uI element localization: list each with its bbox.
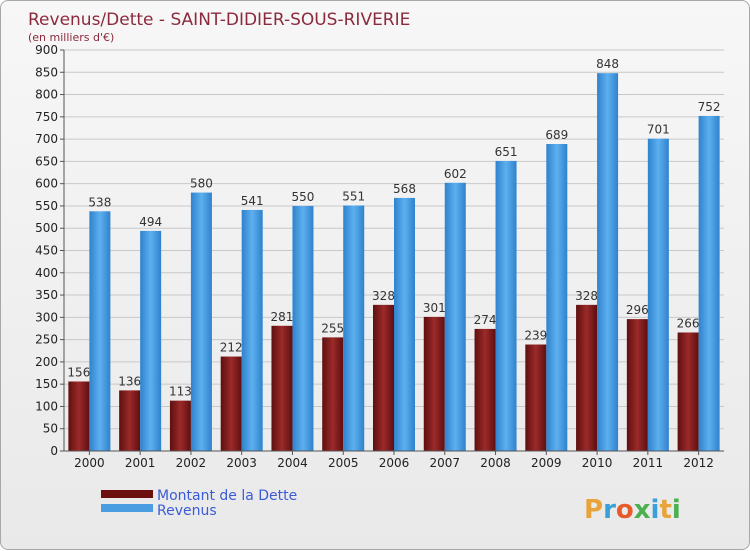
x-tick-label: 2002 xyxy=(176,456,207,470)
y-tick-label: 200 xyxy=(35,355,58,369)
legend: Montant de la Dette Revenus xyxy=(101,488,297,519)
x-tick-label: 2001 xyxy=(125,456,156,470)
bar-revenus xyxy=(546,144,568,452)
data-label-debt: 274 xyxy=(474,313,497,327)
bar-revenus xyxy=(292,205,314,451)
bar-revenus xyxy=(698,115,720,451)
y-tick-label: 600 xyxy=(35,177,58,191)
data-label-revenus: 602 xyxy=(444,167,467,181)
data-label-revenus: 550 xyxy=(292,190,315,204)
data-label-revenus: 494 xyxy=(139,215,162,229)
y-tick-label: 850 xyxy=(35,65,58,79)
bar-revenus xyxy=(190,192,212,452)
bar-debt xyxy=(220,356,242,451)
x-tick-label: 2007 xyxy=(429,456,460,470)
data-label-revenus: 551 xyxy=(342,189,365,203)
data-label-revenus: 848 xyxy=(596,57,619,71)
x-tick-label: 2006 xyxy=(379,456,410,470)
bar-debt xyxy=(322,337,344,451)
bar-revenus xyxy=(343,205,365,451)
x-tick-label: 2008 xyxy=(480,456,511,470)
y-axis: 0 50 100 150 200 250 300 350 400 450 500 550 600 650 7… xyxy=(35,43,64,458)
bar-revenus xyxy=(241,209,263,451)
data-label-debt: 301 xyxy=(423,301,446,315)
bar-revenus xyxy=(495,160,517,451)
bar-debt xyxy=(68,381,90,451)
legend-swatch-revenus xyxy=(101,504,153,512)
y-tick-label: 300 xyxy=(35,310,58,324)
data-label-debt: 136 xyxy=(118,374,141,388)
bar-debt xyxy=(525,344,547,451)
bar-debt xyxy=(677,332,699,451)
data-label-debt: 156 xyxy=(67,365,90,379)
x-tick-label: 2000 xyxy=(74,456,105,470)
chart-subtitle: (en milliers d'€) xyxy=(28,31,114,44)
data-label-debt: 255 xyxy=(321,321,344,335)
x-tick-label: 2004 xyxy=(277,456,308,470)
data-label-revenus: 752 xyxy=(698,100,721,114)
bar-debt xyxy=(474,328,496,451)
y-tick-label: 900 xyxy=(35,43,58,57)
bar-debt xyxy=(576,304,598,451)
data-label-debt: 212 xyxy=(220,341,243,355)
bar-revenus xyxy=(444,182,466,451)
bar-debt xyxy=(119,390,141,451)
bar-debt xyxy=(271,325,293,451)
data-label-revenus: 568 xyxy=(393,182,416,196)
y-tick-label: 450 xyxy=(35,244,58,258)
data-label-debt: 266 xyxy=(677,316,700,330)
x-tick-label: 2003 xyxy=(226,456,257,470)
y-tick-label: 250 xyxy=(35,333,58,347)
y-tick-label: 750 xyxy=(35,110,58,124)
x-axis: 2000 2001 2002 2003 2004 2005 2006 2007 2008 2009… xyxy=(74,451,714,470)
bar-revenus xyxy=(394,197,415,451)
legend-label-revenus: Revenus xyxy=(157,503,217,519)
x-tick-label: 2010 xyxy=(582,456,613,470)
x-tick-label: 2009 xyxy=(531,456,562,470)
y-tick-label: 650 xyxy=(35,154,58,168)
data-label-debt: 328 xyxy=(372,289,395,303)
y-tick-label: 50 xyxy=(43,422,58,436)
bar-debt xyxy=(169,400,191,451)
y-tick-label: 150 xyxy=(35,377,58,391)
y-tick-label: 400 xyxy=(35,266,58,280)
y-tick-label: 800 xyxy=(35,88,58,102)
bar-revenus xyxy=(597,73,619,452)
bar-debt xyxy=(423,316,445,451)
bars: 156 538 136 494 113 580 212 541 281 550 255 551 328 5… xyxy=(67,57,721,452)
proxiti-logo: Proxiti xyxy=(584,495,681,525)
bar-revenus xyxy=(140,230,162,451)
y-tick-label: 550 xyxy=(35,199,58,213)
data-label-revenus: 689 xyxy=(545,128,568,142)
data-label-debt: 113 xyxy=(169,385,192,399)
y-tick-label: 0 xyxy=(50,444,58,458)
bar-debt xyxy=(626,319,648,451)
bar-revenus xyxy=(89,211,111,451)
data-label-debt: 328 xyxy=(575,289,598,303)
x-tick-label: 2011 xyxy=(633,456,664,470)
y-tick-label: 350 xyxy=(35,288,58,302)
data-label-revenus: 538 xyxy=(88,195,111,209)
y-tick-label: 500 xyxy=(35,221,58,235)
bar-revenus xyxy=(647,138,669,451)
data-label-revenus: 701 xyxy=(647,123,670,137)
x-tick-label: 2005 xyxy=(328,456,359,470)
data-label-debt: 239 xyxy=(524,329,547,343)
logo-text: Proxiti xyxy=(584,495,681,525)
data-label-debt: 296 xyxy=(626,303,649,317)
y-tick-label: 700 xyxy=(35,132,58,146)
data-label-revenus: 580 xyxy=(190,177,213,191)
data-label-debt: 281 xyxy=(271,310,294,324)
legend-label-debt: Montant de la Dette xyxy=(157,488,297,504)
data-label-revenus: 651 xyxy=(495,145,518,159)
chart-title: Revenus/Dette - SAINT-DIDIER-SOUS-RIVERI… xyxy=(28,10,410,30)
y-tick-label: 100 xyxy=(35,399,58,413)
bar-debt xyxy=(373,304,394,451)
data-label-revenus: 541 xyxy=(241,194,264,208)
x-tick-label: 2012 xyxy=(683,456,714,470)
legend-swatch-debt xyxy=(101,490,153,498)
